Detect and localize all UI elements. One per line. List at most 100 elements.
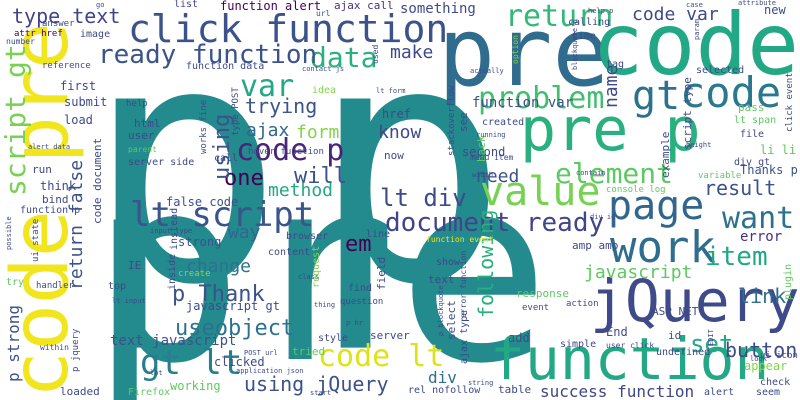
word-pre-p: pre p (520, 95, 701, 165)
word-ui-icon: ui icon (760, 351, 798, 361)
word-add: add (508, 331, 530, 345)
word-element: element (555, 157, 674, 190)
word-help-p: help p (588, 7, 614, 15)
word-page: page (608, 183, 705, 229)
word-click-event-vertical: click event (785, 72, 795, 132)
word-string: string (468, 379, 494, 387)
word-div-id: div id (590, 213, 616, 221)
word-second: second (462, 145, 506, 159)
word-item: item (705, 242, 768, 272)
word-ui-state-vertical: ui state (31, 218, 41, 262)
word-javascript-gt: javascript gt (186, 299, 280, 313)
word-tried: tried (292, 345, 326, 358)
word-created: created (482, 117, 525, 128)
word-error-function-vertical: error function (459, 250, 468, 318)
word-set: set (690, 330, 734, 358)
word-ie: IE (128, 259, 142, 272)
word-function-bottom: function (490, 325, 770, 393)
word-check: check (760, 377, 791, 388)
word-href: href (382, 107, 411, 121)
word-alert: alert (704, 387, 735, 398)
word-trying: trying (245, 94, 318, 118)
word-file: file (740, 129, 765, 140)
word-useobject: useobject (175, 316, 295, 341)
word-false-code: false code (166, 195, 239, 209)
word-contain: contain (576, 169, 606, 177)
word-within: within (40, 343, 69, 352)
word-jquery: jQuery (590, 267, 800, 335)
word-rel-nofollow: rel nofollow (408, 385, 481, 396)
word-javascript: javascript (584, 262, 693, 283)
word-attr-href: attr href (14, 29, 63, 39)
word-strong: strong (178, 235, 222, 249)
word-class: class (298, 273, 320, 281)
word-need: need (476, 166, 520, 187)
word-help: help (126, 99, 148, 109)
word-simple: simple (560, 339, 597, 350)
word-image: image (80, 29, 111, 40)
word-server-side: server side (128, 157, 195, 168)
word-application-json: application json (236, 367, 304, 375)
word-firefox: Firefox (128, 387, 171, 398)
word-submit: submit (64, 95, 108, 109)
word-now: now (384, 149, 404, 162)
word-text-javascript: text javascript (110, 333, 237, 349)
word-used-vertical: used (371, 44, 380, 64)
word-lt-div: lt div (380, 184, 467, 212)
word-action: action (566, 299, 599, 309)
word-ready-function: ready function (98, 40, 318, 70)
word-table: table (498, 383, 532, 396)
word-create: create (178, 269, 211, 279)
word-know: know (378, 122, 422, 143)
word-working: working (170, 379, 221, 393)
word-gt: gt (632, 73, 681, 119)
word-form: form (296, 122, 340, 143)
word-line: line (366, 229, 391, 240)
word-seem: seem (756, 387, 781, 398)
word-p-giant-left: p (85, 0, 284, 357)
word-something: something (400, 1, 476, 17)
word-make: make (390, 42, 434, 63)
word-start: start (310, 389, 332, 397)
word-code-p: code p (236, 133, 345, 168)
word-list: list (174, 0, 199, 10)
word-div: div (428, 368, 457, 387)
word-handler: handler (36, 281, 74, 291)
word-lt-span: lt span (734, 115, 777, 126)
word-click-function: click function (128, 7, 449, 51)
word-pre-top: pre (438, 0, 610, 108)
word-first: first (60, 79, 97, 93)
word-html: html (134, 117, 161, 130)
word-code-right: code (680, 68, 782, 117)
word-see-vertical: see (457, 112, 470, 132)
word-actually: actually (470, 67, 504, 75)
word-script-type-vertical: script type (681, 77, 694, 150)
word-menu-item: menu item (470, 153, 514, 162)
word-p-hr: p hr (346, 319, 363, 327)
word-lot: lot (150, 369, 163, 377)
word-value: value (480, 169, 601, 215)
word-go: go (96, 1, 105, 9)
word-hover-function: hover function (248, 147, 324, 157)
word-calling: calling (568, 17, 611, 28)
word-load: load (64, 113, 93, 127)
word-possible-vertical: possible (5, 216, 13, 250)
word-p-blockquote-vertical: p blockquote (437, 285, 445, 336)
word-type-text: type text (12, 4, 121, 28)
word-one: one (224, 166, 264, 191)
word-request-vertical: request (311, 245, 322, 288)
word-edit-vertical: EDIT (707, 329, 715, 346)
word-param-vertical: param (693, 18, 701, 40)
word-code-lt: code lt (318, 339, 445, 374)
word-asp-net: ASP NET (652, 305, 699, 318)
word-text: text (428, 273, 455, 286)
word-lt-input: lt input (112, 297, 146, 305)
word-using-jquery: using jQuery (244, 372, 389, 396)
word-function-alert: function alert (220, 0, 322, 13)
word-content: content (268, 247, 311, 258)
word-undefined: undefined (656, 347, 711, 358)
word-browser: browser (286, 231, 329, 242)
word-user: user (128, 129, 155, 142)
word-number: number (6, 37, 35, 46)
word-script-gt: script gt (0, 44, 32, 196)
